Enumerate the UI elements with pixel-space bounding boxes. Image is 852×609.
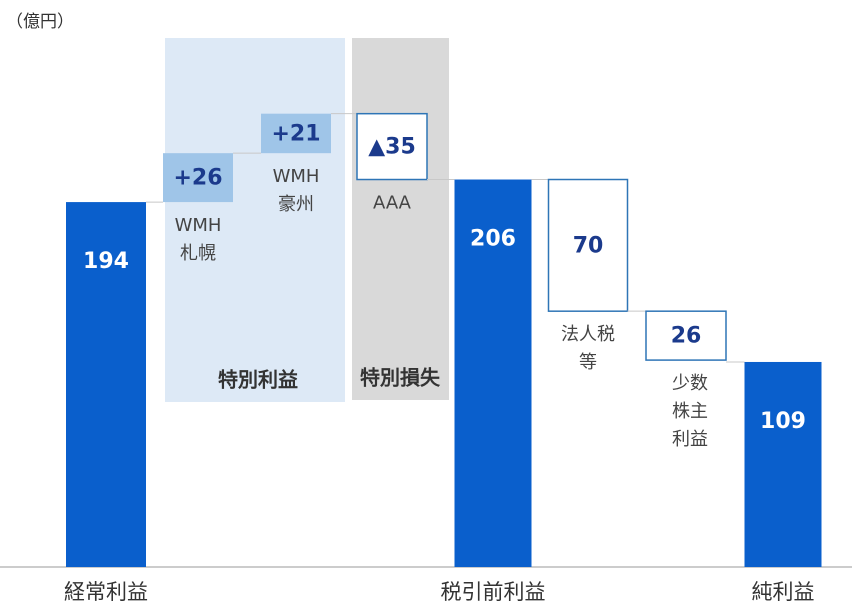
group-label: 特別利益 <box>218 368 298 392</box>
bar <box>744 361 822 567</box>
value-label: +26 <box>173 166 222 191</box>
bar <box>261 113 331 154</box>
unit-label: （億円） <box>6 12 74 32</box>
group-band <box>352 38 449 400</box>
category-label: WMH 札幌 <box>175 215 222 264</box>
group-band <box>165 38 345 402</box>
bar <box>547 178 629 312</box>
bar <box>645 310 727 361</box>
category-label: 経常利益 <box>64 580 148 604</box>
value-label: 70 <box>573 233 604 258</box>
bar <box>163 153 233 203</box>
value-label: 109 <box>760 409 806 434</box>
value-label: 26 <box>671 324 702 349</box>
category-label: AAA <box>373 193 412 214</box>
value-label: 194 <box>83 249 129 274</box>
value-label: 206 <box>470 227 516 252</box>
value-label: +21 <box>271 121 320 146</box>
bar <box>66 202 146 567</box>
value-label: ▲35 <box>368 135 416 160</box>
category-label: 税引前利益 <box>441 580 546 604</box>
group-label: 特別損失 <box>360 366 441 390</box>
bar <box>356 112 428 181</box>
category-label: 純利益 <box>752 580 815 604</box>
bar <box>454 179 532 567</box>
category-label: 少数株主利益 <box>672 373 708 450</box>
category-label: 法人税等 <box>561 324 615 373</box>
category-label: WMH 豪州 <box>273 166 320 215</box>
